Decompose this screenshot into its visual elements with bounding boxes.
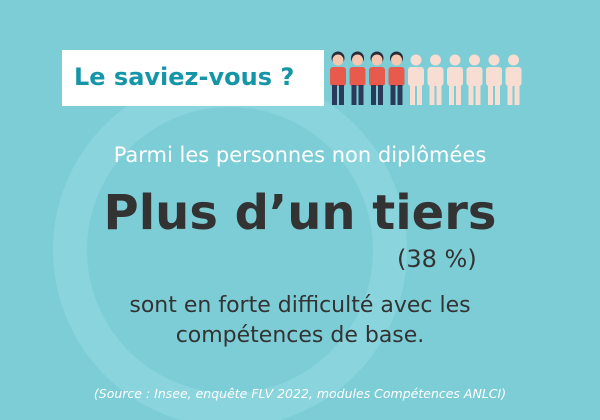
person-part [488,54,500,66]
person-part [332,54,344,66]
intro: Parmi les personnes non diplômées [113,143,487,167]
person-part [514,85,520,105]
person-part [390,85,396,105]
person-part [430,54,441,66]
person-part [417,85,422,105]
person-part [488,85,493,105]
body-line: compétences de base. [175,323,425,348]
person-part [349,67,366,86]
person-part [427,67,444,86]
person-part [339,85,344,105]
badge-text: Le saviez-vous ? [74,63,295,91]
source: (Source : Insee, enquête FLV 2022, modul… [93,386,507,401]
person-part [495,85,500,105]
person-part [508,54,519,66]
badge: Le saviez-vous ? [62,50,324,106]
person-part [351,85,357,105]
background-ring [53,73,407,420]
person-part [391,54,402,66]
person-part [410,54,422,66]
person-part [352,54,363,66]
person-part [378,85,383,105]
person-part [371,85,376,105]
person-part [429,85,435,105]
person-part [330,67,346,86]
people-icons [330,51,522,105]
person-part [449,85,454,105]
person-part [456,85,461,105]
headline: Plus d’un tiers [103,185,497,241]
person-part [469,54,480,66]
person-part [486,67,502,86]
person-part [369,67,385,86]
person-part [475,85,481,105]
person-part [371,54,383,66]
person-part [436,85,442,105]
person-part [410,85,415,105]
person-part [332,85,337,105]
person-part [507,85,513,105]
person-part [408,67,424,86]
person-part [449,54,461,66]
person-part [468,85,474,105]
person-part [505,67,522,86]
person-part [388,67,405,86]
person-part [397,85,403,105]
percentage: (38 %) [397,245,477,273]
body-line: sont en forte difficulté avec les [129,293,471,318]
person-part [466,67,483,86]
person-part [358,85,364,105]
person-part [447,67,463,86]
